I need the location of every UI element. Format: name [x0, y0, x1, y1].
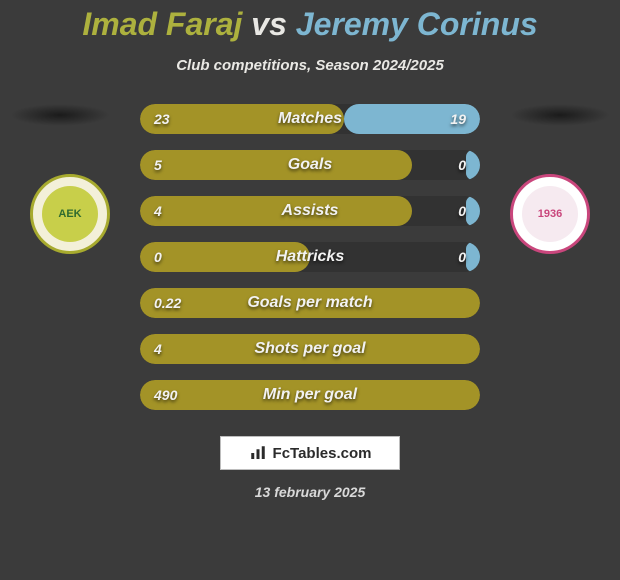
stat-row: 00Hattricks	[140, 242, 480, 272]
stat-value-left: 0	[140, 242, 176, 272]
stat-value-left: 0.22	[140, 288, 195, 318]
stat-value-left: 4	[140, 196, 176, 226]
stat-row: 2319Matches	[140, 104, 480, 134]
stat-fill-left	[140, 150, 412, 180]
brand-text: FcTables.com	[273, 445, 372, 462]
stat-value-right: 0	[444, 150, 480, 180]
stat-value-left: 4	[140, 334, 176, 364]
stat-rows: 2319Matches50Goals40Assists00Hattricks0.…	[140, 104, 480, 410]
player1-shadow	[10, 104, 110, 126]
stat-row: 40Assists	[140, 196, 480, 226]
comparison-arena: AEK 1936 2319Matches50Goals40Assists00Ha…	[0, 104, 620, 410]
stat-value-left: 490	[140, 380, 191, 410]
player2-name: Jeremy Corinus	[296, 6, 538, 42]
stat-row: 490Min per goal	[140, 380, 480, 410]
stat-value-right: 0	[444, 196, 480, 226]
stat-row: 50Goals	[140, 150, 480, 180]
player1-name: Imad Faraj	[82, 6, 242, 42]
brand-box: FcTables.com	[220, 436, 400, 470]
player1-club-abbr: AEK	[42, 186, 98, 242]
player1-club-badge: AEK	[30, 174, 110, 254]
subtitle: Club competitions, Season 2024/2025	[0, 57, 620, 74]
footer-date: 13 february 2025	[0, 484, 620, 500]
stat-value-left: 5	[140, 150, 176, 180]
vs-text: vs	[251, 6, 287, 42]
player2-shadow	[510, 104, 610, 126]
stat-value-right: 0	[444, 242, 480, 272]
stat-row: 4Shots per goal	[140, 334, 480, 364]
stat-row: 0.22Goals per match	[140, 288, 480, 318]
player2-club-abbr: 1936	[522, 186, 578, 242]
stat-value-right: 19	[436, 104, 480, 134]
chart-icon	[249, 444, 267, 462]
page-title: Imad Faraj vs Jeremy Corinus	[0, 0, 620, 43]
player2-club-badge: 1936	[510, 174, 590, 254]
stat-value-left: 23	[140, 104, 184, 134]
stat-fill-left	[140, 334, 480, 364]
stat-fill-left	[140, 196, 412, 226]
